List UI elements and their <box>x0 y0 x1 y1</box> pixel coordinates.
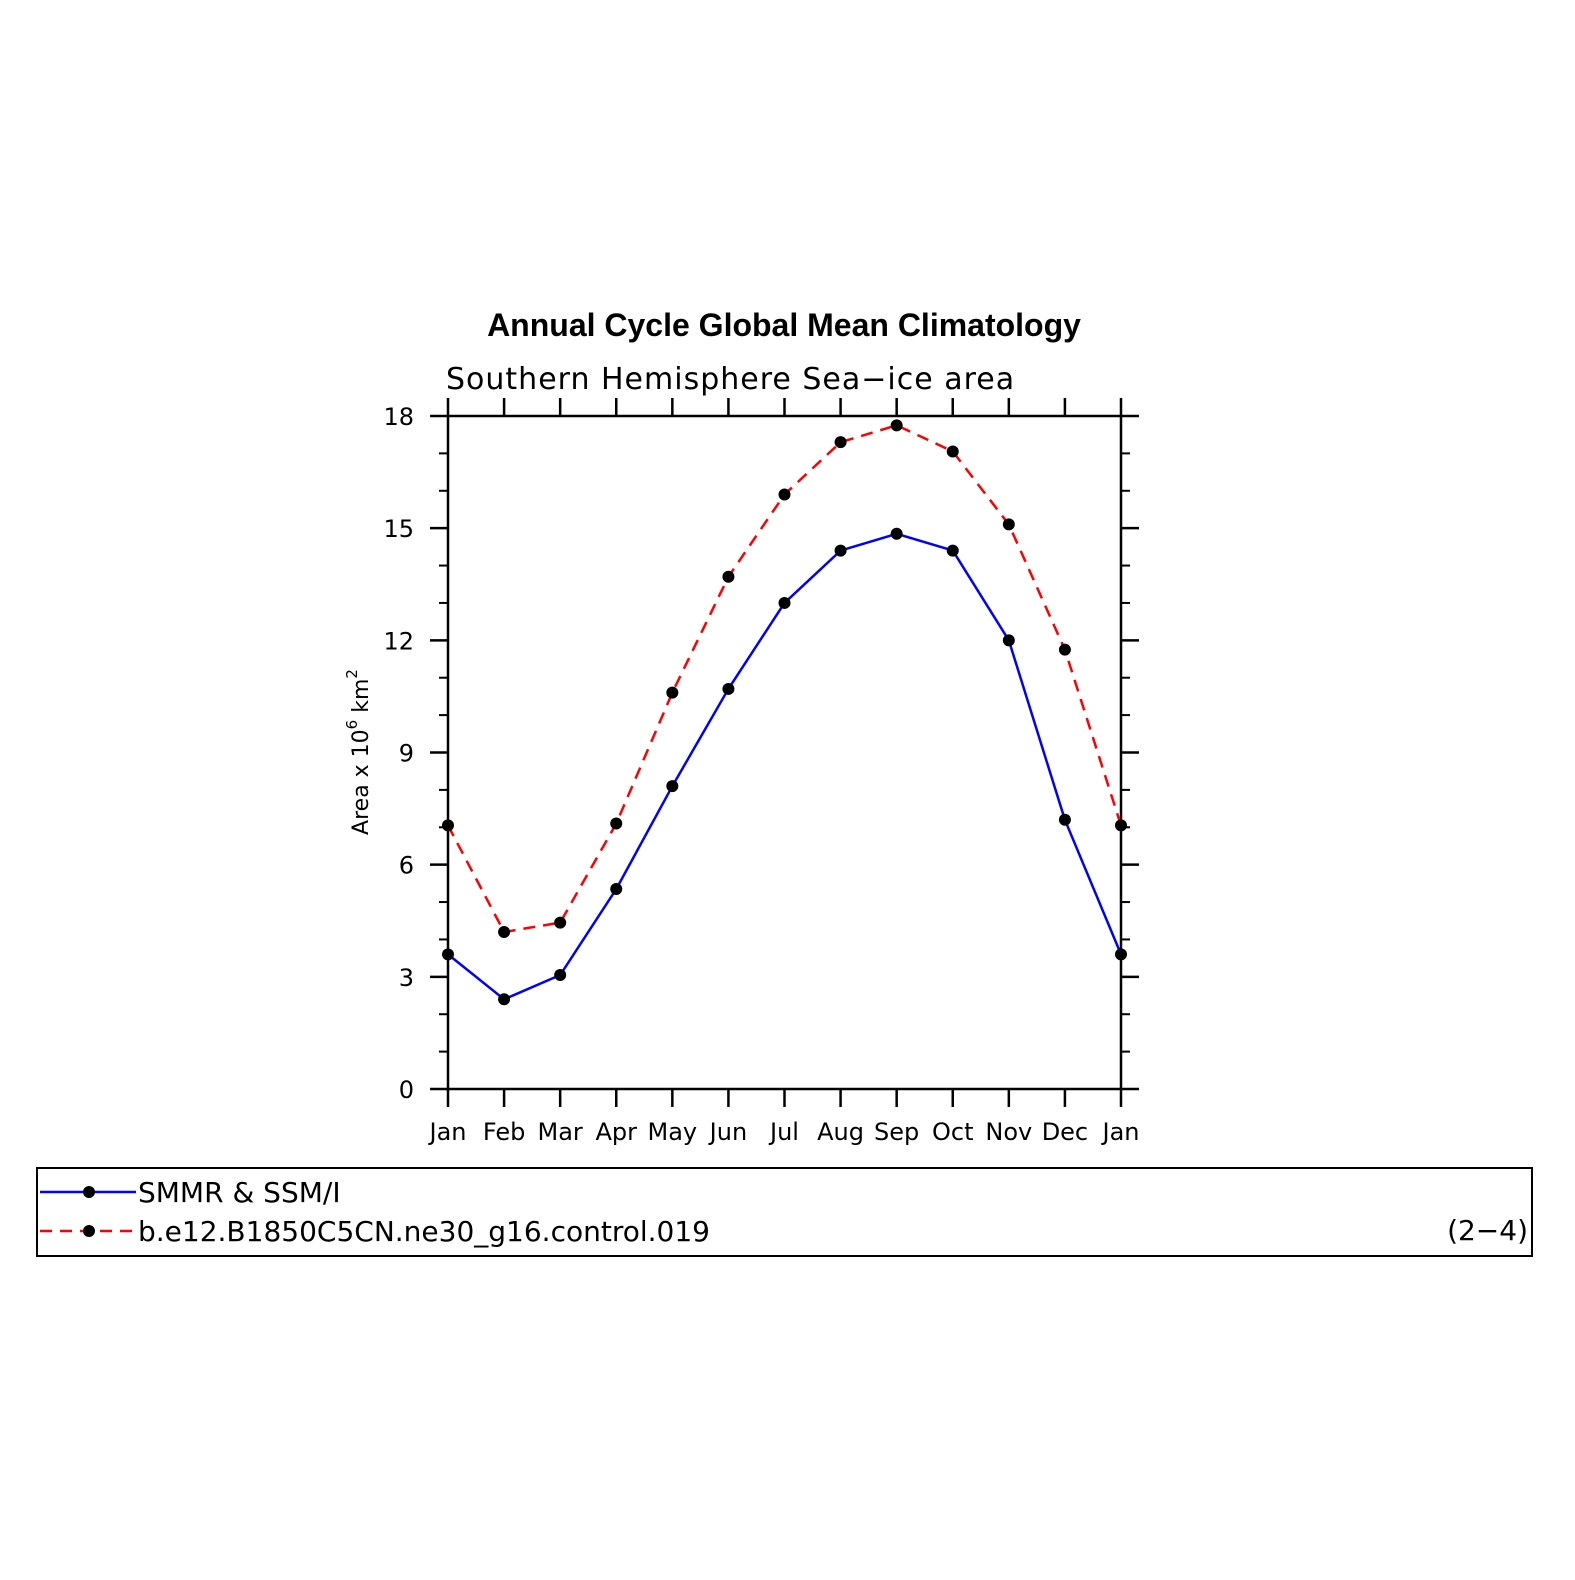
y-tick-label: 0 <box>399 1076 414 1104</box>
x-tick-label: Oct <box>932 1118 974 1146</box>
x-tick-label: Jun <box>708 1118 748 1146</box>
series-1-point <box>946 544 959 557</box>
x-tick-label: Dec <box>1042 1118 1088 1146</box>
y-axis-label: Area x 106 km2 <box>343 669 374 835</box>
panel-label: (2−4) <box>1447 1214 1528 1247</box>
series-2-point <box>834 436 847 449</box>
series-1-point <box>722 682 735 695</box>
series-2-point <box>890 419 903 432</box>
legend-entries: SMMR & SSM/I b.e12.B1850C5CN.ne30_g16.con… <box>40 1176 710 1248</box>
y-axis-label-exp2: 2 <box>343 669 361 679</box>
axes: Jan Feb Mar Apr May Jun Jul Aug Sep Oct Nov Dec Jan 0… <box>383 398 1140 1146</box>
series-1-point <box>834 544 847 557</box>
series-2-point <box>946 445 959 458</box>
series-1-point <box>778 596 791 609</box>
y-axis-label-unit: km <box>349 679 374 720</box>
series-1-point <box>666 780 679 793</box>
legend-marker-2 <box>83 1225 95 1237</box>
series-2-point <box>778 488 791 501</box>
legend-label-2: b.e12.B1850C5CN.ne30_g16.control.019 <box>138 1215 710 1248</box>
series-1-point <box>1002 634 1015 647</box>
x-tick-label: Mar <box>538 1118 583 1146</box>
series-2-point <box>442 819 454 832</box>
series-1-point <box>1058 813 1071 826</box>
series-1-point <box>442 948 454 961</box>
series-1-point <box>554 968 567 981</box>
y-tick-label: 6 <box>399 852 414 880</box>
y-tick-label: 3 <box>399 964 414 992</box>
legend-marker-1 <box>83 1186 95 1198</box>
x-tick-label: May <box>648 1118 698 1146</box>
series-2-point <box>498 925 511 938</box>
series-2-point <box>1058 643 1071 656</box>
series-2-point <box>610 817 623 830</box>
series-1-point <box>1115 948 1127 961</box>
series-1-point <box>610 882 623 895</box>
legend-label-1: SMMR & SSM/I <box>138 1176 341 1209</box>
x-tick-label: Jan <box>1101 1118 1140 1146</box>
x-tick-label: Nov <box>985 1118 1032 1146</box>
y-axis-label-exp1: 6 <box>343 720 361 730</box>
legend-box <box>36 1167 1533 1257</box>
x-tick-label: Jan <box>428 1118 467 1146</box>
series-2-point <box>666 686 679 699</box>
series-1-point <box>498 993 511 1006</box>
y-tick-label: 12 <box>383 627 414 655</box>
series-1-point <box>890 527 903 540</box>
y-axis-label-base: Area x 10 <box>349 729 374 835</box>
plot-frame <box>446 414 1123 1091</box>
legend: SMMR & SSM/I b.e12.B1850C5CN.ne30_g16.con… <box>36 1167 1533 1257</box>
series <box>442 419 1127 1006</box>
series-2-point <box>554 916 567 929</box>
series-2-point <box>722 570 735 583</box>
series-2-point <box>1115 819 1127 832</box>
chart-title: Annual Cycle Global Mean Climatology <box>487 307 1081 343</box>
chart-subtitle: Southern Hemisphere Sea−ice area <box>446 362 1015 397</box>
y-tick-label: 9 <box>399 740 414 768</box>
x-tick-label: Sep <box>874 1118 919 1146</box>
x-tick-label: Aug <box>817 1118 864 1146</box>
y-tick-label: 15 <box>383 515 414 543</box>
x-tick-label: Feb <box>483 1118 526 1146</box>
series-2-point <box>1002 518 1015 531</box>
x-tick-label: Apr <box>595 1118 637 1146</box>
y-tick-label: 18 <box>383 403 414 431</box>
x-tick-label: Jul <box>768 1118 799 1146</box>
